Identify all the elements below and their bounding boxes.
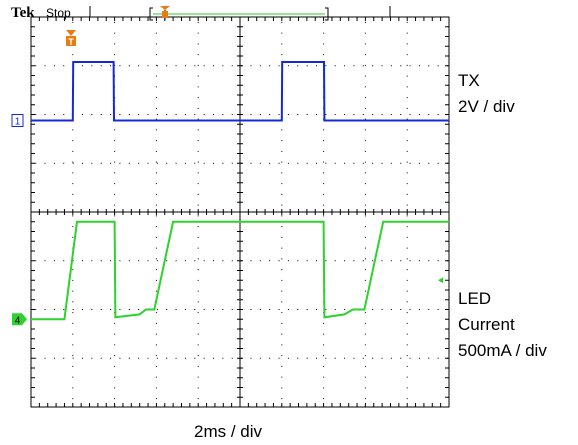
channel-4-marker-label: 4 (15, 315, 21, 326)
record-trigger-arrow-icon (160, 6, 170, 10)
record-trigger-marker (162, 11, 168, 18)
channel-1-marker-box (11, 114, 24, 127)
brand-logo: Tek (11, 5, 35, 21)
led-channel-name-line2: Current (458, 315, 515, 334)
acquisition-status: Stop (46, 6, 71, 20)
channel-4-ground-marker: 4 (12, 313, 27, 326)
record-bracket-right (325, 7, 329, 21)
trigger-arrow-icon (66, 30, 76, 36)
led-channel-scale: 500mA / div (458, 341, 547, 360)
record-bracket-left (149, 7, 153, 21)
channel-1-marker-label: 1 (15, 117, 21, 128)
channel-4-marker-shape (12, 313, 27, 326)
top-status-bar (89, 6, 391, 21)
trigger-marker-label: T (68, 37, 74, 47)
trigger-position-marker: T (66, 30, 76, 47)
led-channel-name-line1: LED (458, 289, 492, 308)
led-current-trace (31, 220, 449, 321)
time-scale-label: 2ms / div (194, 422, 263, 441)
tx-channel-name: TX (458, 71, 480, 90)
trigger-marker-box (66, 36, 76, 46)
channel-1-ground-marker: 1 (11, 114, 24, 128)
trigger-level-arrow-icon (438, 277, 443, 284)
tx-trace (31, 61, 449, 122)
graticule (30, 16, 450, 408)
channel-markers: 1 4 T (11, 30, 443, 326)
waveform-traces (31, 61, 449, 321)
tx-channel-scale: 2V / div (458, 97, 515, 116)
